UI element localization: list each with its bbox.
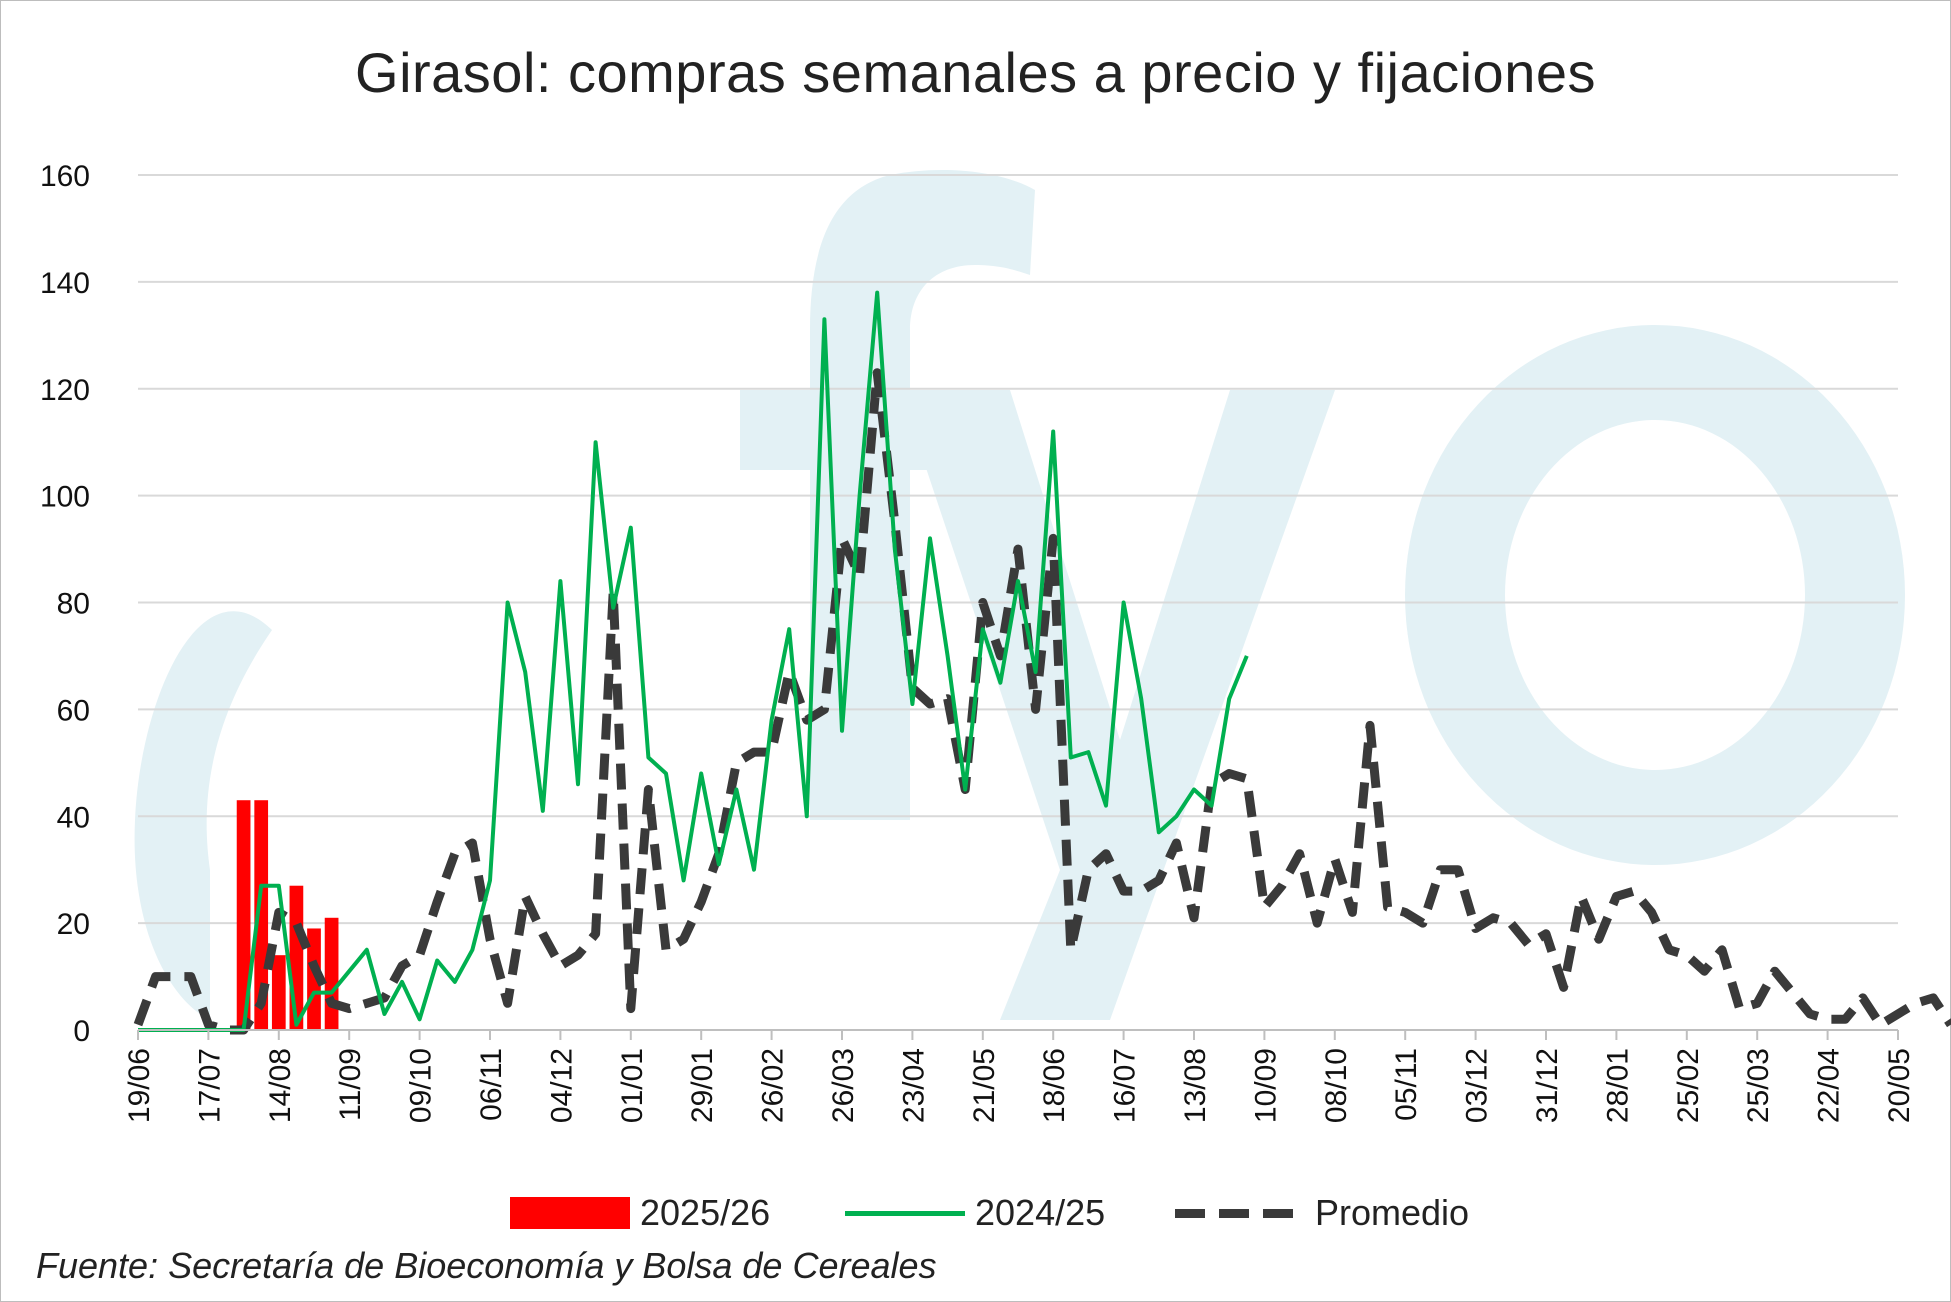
bar-2025-26 bbox=[271, 955, 286, 1030]
x-tick-label: 01/01 bbox=[616, 1048, 649, 1123]
legend-item-2025-26: 2025/26 bbox=[510, 1188, 770, 1238]
source-note: Fuente: Secretaría de Bioeconomía y Bols… bbox=[36, 1245, 937, 1286]
y-tick-label: 20 bbox=[57, 908, 90, 941]
x-tick-label: 19/06 bbox=[123, 1048, 156, 1123]
x-tick-label: 13/08 bbox=[1179, 1048, 1212, 1123]
x-tick-label: 18/06 bbox=[1038, 1048, 1071, 1123]
y-axis: 0 20 40 60 80 100 120 140 160 bbox=[40, 160, 90, 1048]
x-tick-label: 20/05 bbox=[1883, 1048, 1916, 1123]
x-tick-label: 11/09 bbox=[334, 1048, 367, 1121]
x-tick-label: 16/07 bbox=[1109, 1048, 1142, 1123]
legend-label-2024-25: 2024/25 bbox=[975, 1192, 1106, 1233]
y-tick-label: 160 bbox=[40, 160, 90, 193]
legend-item-promedio: Promedio bbox=[1175, 1188, 1469, 1238]
x-tick-label: 14/08 bbox=[264, 1048, 297, 1123]
chart-title: Girasol: compras semanales a precio y fi… bbox=[355, 41, 1596, 104]
legend-label-promedio: Promedio bbox=[1315, 1192, 1470, 1233]
y-tick-label: 100 bbox=[40, 481, 90, 514]
x-tick-label: 10/09 bbox=[1249, 1048, 1282, 1123]
series-line-2024-25 bbox=[138, 290, 1249, 1032]
legend-item-2024-25: 2024/25 bbox=[845, 1188, 1105, 1238]
x-tick-label: 04/12 bbox=[545, 1048, 578, 1123]
x-tick-label: 29/01 bbox=[686, 1048, 719, 1123]
x-tick-label: 05/11 bbox=[1390, 1048, 1423, 1121]
legend-swatch-line bbox=[845, 1210, 965, 1216]
legend: 2025/26 2024/25 Promedio bbox=[0, 1188, 1951, 1238]
x-tick-label: 26/03 bbox=[827, 1048, 860, 1123]
y-tick-label: 40 bbox=[57, 801, 90, 834]
x-tick-label: 25/03 bbox=[1742, 1048, 1775, 1123]
x-tick-label: 06/11 bbox=[475, 1048, 508, 1121]
x-tick-label: 03/12 bbox=[1461, 1048, 1494, 1123]
x-tick-label: 17/07 bbox=[193, 1048, 226, 1123]
x-tick-label: 25/02 bbox=[1672, 1048, 1705, 1123]
x-tick-label: 31/12 bbox=[1531, 1048, 1564, 1123]
x-tick-label: 21/05 bbox=[968, 1048, 1001, 1123]
x-tick-label: 23/04 bbox=[897, 1048, 930, 1123]
bar-2025-26 bbox=[307, 928, 321, 1030]
y-tick-label: 60 bbox=[57, 694, 90, 727]
legend-label-2025-26: 2025/26 bbox=[640, 1192, 771, 1233]
y-tick-label: 140 bbox=[40, 267, 90, 300]
x-tick-label: 26/02 bbox=[757, 1048, 790, 1123]
x-tick-label: 22/04 bbox=[1813, 1048, 1846, 1123]
bar-2025-26 bbox=[236, 800, 251, 1030]
x-tick-label: 28/01 bbox=[1601, 1048, 1634, 1123]
y-tick-label: 80 bbox=[57, 588, 90, 621]
x-axis: 19/06 17/07 14/08 11/09 09/10 06/11 04/12 01/01… bbox=[123, 1029, 1916, 1123]
series-2025-26-bars bbox=[236, 800, 339, 1030]
gridlines bbox=[138, 174, 1898, 925]
legend-swatch-bar bbox=[510, 1197, 630, 1229]
series-lines bbox=[133, 290, 1951, 1035]
bar-2025-26 bbox=[254, 800, 269, 1030]
bar-2025-26 bbox=[289, 885, 304, 1030]
x-tick-label: 08/10 bbox=[1320, 1048, 1353, 1123]
series-line-promedio bbox=[133, 368, 1951, 1035]
bar-2025-26 bbox=[324, 917, 339, 1030]
x-tick-label: 09/10 bbox=[405, 1048, 438, 1123]
y-tick-label: 120 bbox=[40, 374, 90, 407]
y-tick-label: 0 bbox=[73, 1015, 90, 1048]
legend-swatch-dashed bbox=[1175, 1208, 1305, 1218]
